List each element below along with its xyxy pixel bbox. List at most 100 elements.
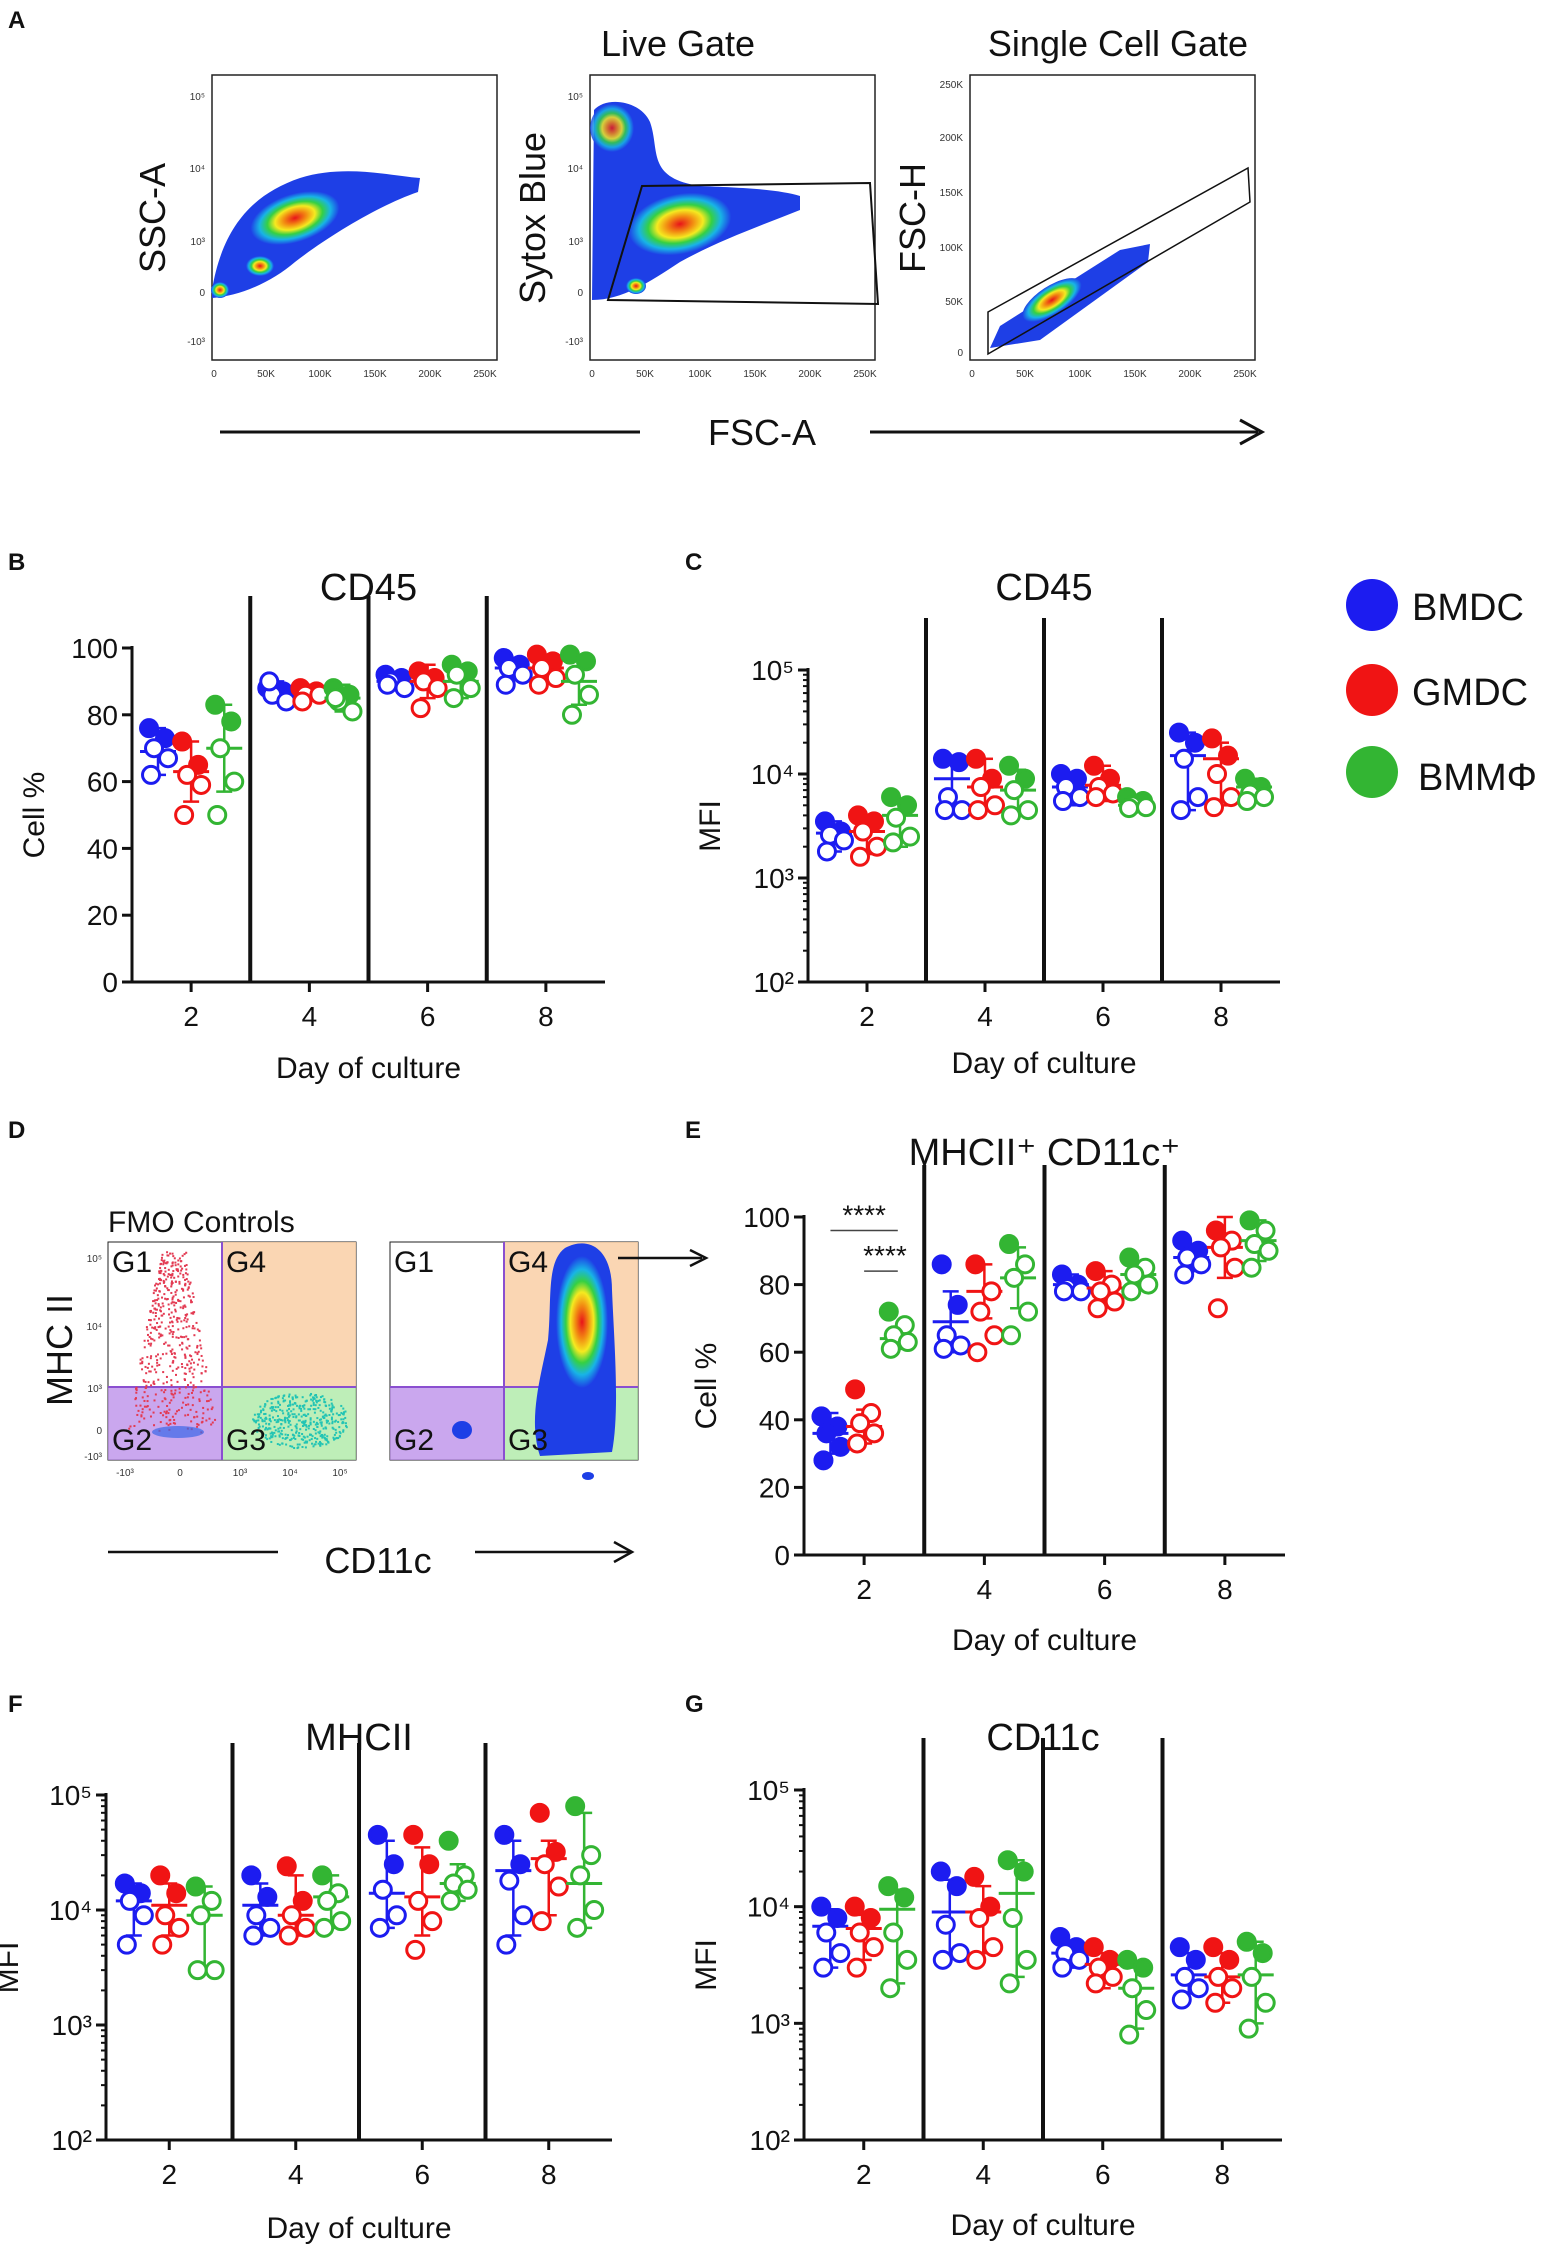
- data-point: [1218, 745, 1238, 766]
- fmo-dot: [281, 1397, 284, 1400]
- fmo-dot: [319, 1440, 322, 1443]
- fmo-dot: [158, 1336, 161, 1339]
- x-tick-label: 2: [856, 2159, 872, 2190]
- fmo-dot: [340, 1411, 343, 1414]
- stained-gate-label-g3: G3: [508, 1424, 548, 1457]
- fmo-dot: [171, 1252, 174, 1255]
- fmo-dot: [277, 1395, 280, 1398]
- fmo-dot: [185, 1278, 188, 1281]
- fmo-dot: [171, 1348, 174, 1351]
- fmo-dot: [319, 1435, 322, 1438]
- fmo-dot: [141, 1357, 144, 1360]
- fmo-dot: [164, 1389, 167, 1392]
- fmo-dot: [291, 1398, 294, 1401]
- data-point: [946, 1876, 967, 1897]
- fmo-dot: [282, 1426, 285, 1429]
- data-point: [897, 795, 918, 816]
- fmo-dot: [173, 1276, 176, 1279]
- data-point: [1170, 800, 1191, 821]
- data-point: [897, 1949, 918, 1970]
- fmo-dot: [151, 1304, 154, 1307]
- fmo-dot: [186, 1347, 189, 1350]
- fmo-dot: [276, 1443, 279, 1446]
- fmo-dot: [274, 1435, 277, 1438]
- data-point: [1171, 1989, 1192, 2010]
- fmo-dot: [128, 1427, 131, 1430]
- x-tick-label: 2: [183, 1001, 199, 1032]
- fmo-dot: [169, 1252, 172, 1255]
- fmo-dot: [146, 1400, 149, 1403]
- fmo-dot: [185, 1264, 188, 1267]
- fmo-dot: [284, 1433, 287, 1436]
- fmo-dot: [155, 1287, 158, 1290]
- fmo-dot: [320, 1421, 323, 1424]
- fmo-dot: [273, 1419, 276, 1422]
- fmo-dot: [297, 1413, 300, 1416]
- fmo-dot: [305, 1440, 308, 1443]
- fmo-dot: [342, 1418, 345, 1421]
- fmo-dot: [273, 1431, 276, 1434]
- y-axis-label: Cell %: [690, 1343, 723, 1430]
- fmo-dot: [289, 1400, 292, 1403]
- fmo-dot: [332, 1436, 335, 1439]
- fmo-dot: [331, 1422, 334, 1425]
- legend-label-bmdc: BMDC: [1412, 587, 1524, 629]
- series-bmmφ: [878, 1210, 1279, 1359]
- fmo-dot: [282, 1400, 285, 1403]
- fmo-dot: [292, 1434, 295, 1437]
- fmo-dot: [206, 1394, 209, 1397]
- fmo-dot: [186, 1338, 189, 1341]
- stained-gate-label-g4: G4: [508, 1246, 548, 1279]
- data-point: [584, 1900, 605, 1920]
- fmo-dot: [190, 1312, 193, 1315]
- fmo-dot: [167, 1325, 170, 1328]
- fmo-dot: [315, 1396, 318, 1399]
- fmo-dot: [163, 1259, 166, 1262]
- fmo-dot: [171, 1296, 174, 1299]
- fmo-dot: [174, 1392, 177, 1395]
- fmo-dot: [330, 1418, 333, 1421]
- fmo-dot: [279, 1408, 282, 1411]
- fmo-dot: [289, 1445, 292, 1448]
- gate-to-e-arrowhead: [689, 1248, 709, 1268]
- fmo-dot: [175, 1301, 178, 1304]
- fmo-dot: [323, 1398, 326, 1401]
- data-point: [545, 1841, 566, 1862]
- chart-title: CD45: [995, 567, 1092, 609]
- ytick: 50K: [945, 297, 963, 308]
- fmo-dot: [308, 1439, 311, 1442]
- fmo-dot: [344, 1410, 347, 1413]
- x-tick-label: 2: [859, 1001, 875, 1032]
- fmo-dot: [156, 1359, 159, 1362]
- data-point: [1117, 1949, 1138, 1970]
- fmo-mhcii-population: [128, 1251, 217, 1434]
- fmo-dot: [291, 1413, 294, 1416]
- fmo-dot: [164, 1327, 167, 1330]
- fmo-dot: [328, 1422, 331, 1425]
- data-point: [440, 1890, 461, 1911]
- fmo-dot: [280, 1429, 283, 1432]
- data-point: [1085, 1973, 1106, 1994]
- fmo-dot: [184, 1283, 187, 1286]
- data-point: [968, 800, 988, 821]
- x-tick-label: 8: [541, 2159, 557, 2190]
- fmo-dot: [151, 1365, 154, 1368]
- y-tick-label: 10³: [52, 2010, 92, 2041]
- fmo-dot: [187, 1392, 190, 1395]
- fmo-dot: [298, 1443, 301, 1446]
- fmo-dot: [181, 1365, 184, 1368]
- data-point: [581, 1845, 602, 1866]
- data-point: [811, 1406, 832, 1427]
- ytick: 0: [577, 288, 583, 299]
- data-point: [141, 764, 162, 785]
- fmo-dot: [320, 1433, 323, 1436]
- data-point: [512, 664, 533, 685]
- fmo-dot: [176, 1380, 179, 1383]
- fmo-dot: [157, 1283, 160, 1286]
- data-point: [1083, 1937, 1104, 1958]
- x-tick-label: 6: [1095, 2159, 1111, 2190]
- fmo-dot: [161, 1302, 164, 1305]
- fmo-dot: [172, 1269, 175, 1272]
- data-point: [257, 1886, 278, 1907]
- fmo-dot: [174, 1412, 177, 1415]
